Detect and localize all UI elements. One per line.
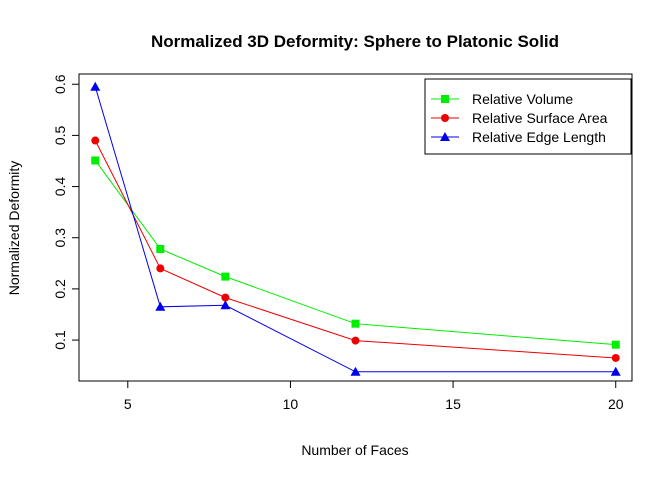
- data-point: [611, 353, 620, 362]
- data-point: [350, 366, 361, 376]
- data-point: [351, 319, 360, 328]
- series-line: [94, 160, 616, 346]
- y-tick-label: 0.4: [52, 177, 68, 197]
- legend-marker: [441, 95, 449, 103]
- data-point: [156, 264, 165, 273]
- data-point: [90, 81, 101, 91]
- y-tick-label: 0.6: [52, 74, 68, 94]
- y-tick-label: 0.5: [52, 125, 68, 145]
- series-layer: [90, 81, 621, 376]
- series-relative-surface-area: [91, 136, 620, 362]
- x-axis-label: Number of Faces: [301, 442, 408, 458]
- x-tick-label: 20: [608, 396, 624, 412]
- data-point: [610, 366, 621, 376]
- data-point: [221, 293, 230, 302]
- y-axis: 0.1 0.2 0.3 0.4 0.5 0.6: [52, 74, 79, 350]
- data-point: [351, 336, 360, 345]
- data-point: [221, 272, 230, 281]
- series-relative-volume: [91, 156, 620, 349]
- y-tick-label: 0.3: [52, 228, 68, 248]
- data-point: [156, 244, 165, 253]
- data-point: [611, 340, 620, 349]
- chart-title: Normalized 3D Deformity: Sphere to Plato…: [151, 32, 559, 51]
- data-point: [220, 300, 231, 310]
- x-axis: 5 10 15 20: [124, 381, 624, 412]
- data-point: [91, 156, 100, 165]
- legend-item: Relative Surface Area: [431, 110, 608, 126]
- legend-marker: [441, 114, 449, 122]
- y-axis-label: Normalized Deformity: [6, 161, 22, 296]
- y-tick-label: 0.2: [52, 279, 68, 299]
- legend-label: Relative Edge Length: [472, 129, 606, 145]
- x-tick-label: 10: [283, 396, 299, 412]
- legend-item: Relative Volume: [431, 91, 573, 107]
- legend: Relative Volume Relative Surface Area Rela…: [424, 78, 632, 155]
- x-tick-label: 5: [124, 396, 132, 412]
- legend-label: Relative Volume: [472, 91, 573, 107]
- legend-item: Relative Edge Length: [431, 129, 606, 145]
- y-tick-label: 0.1: [52, 330, 68, 350]
- x-tick-label: 15: [445, 396, 461, 412]
- series-relative-edge-length: [90, 81, 621, 376]
- plot-frame: [78, 73, 633, 382]
- legend-box: [424, 78, 632, 155]
- data-point: [155, 301, 166, 311]
- legend-marker: [440, 132, 450, 141]
- data-point: [91, 136, 100, 145]
- legend-label: Relative Surface Area: [472, 110, 608, 126]
